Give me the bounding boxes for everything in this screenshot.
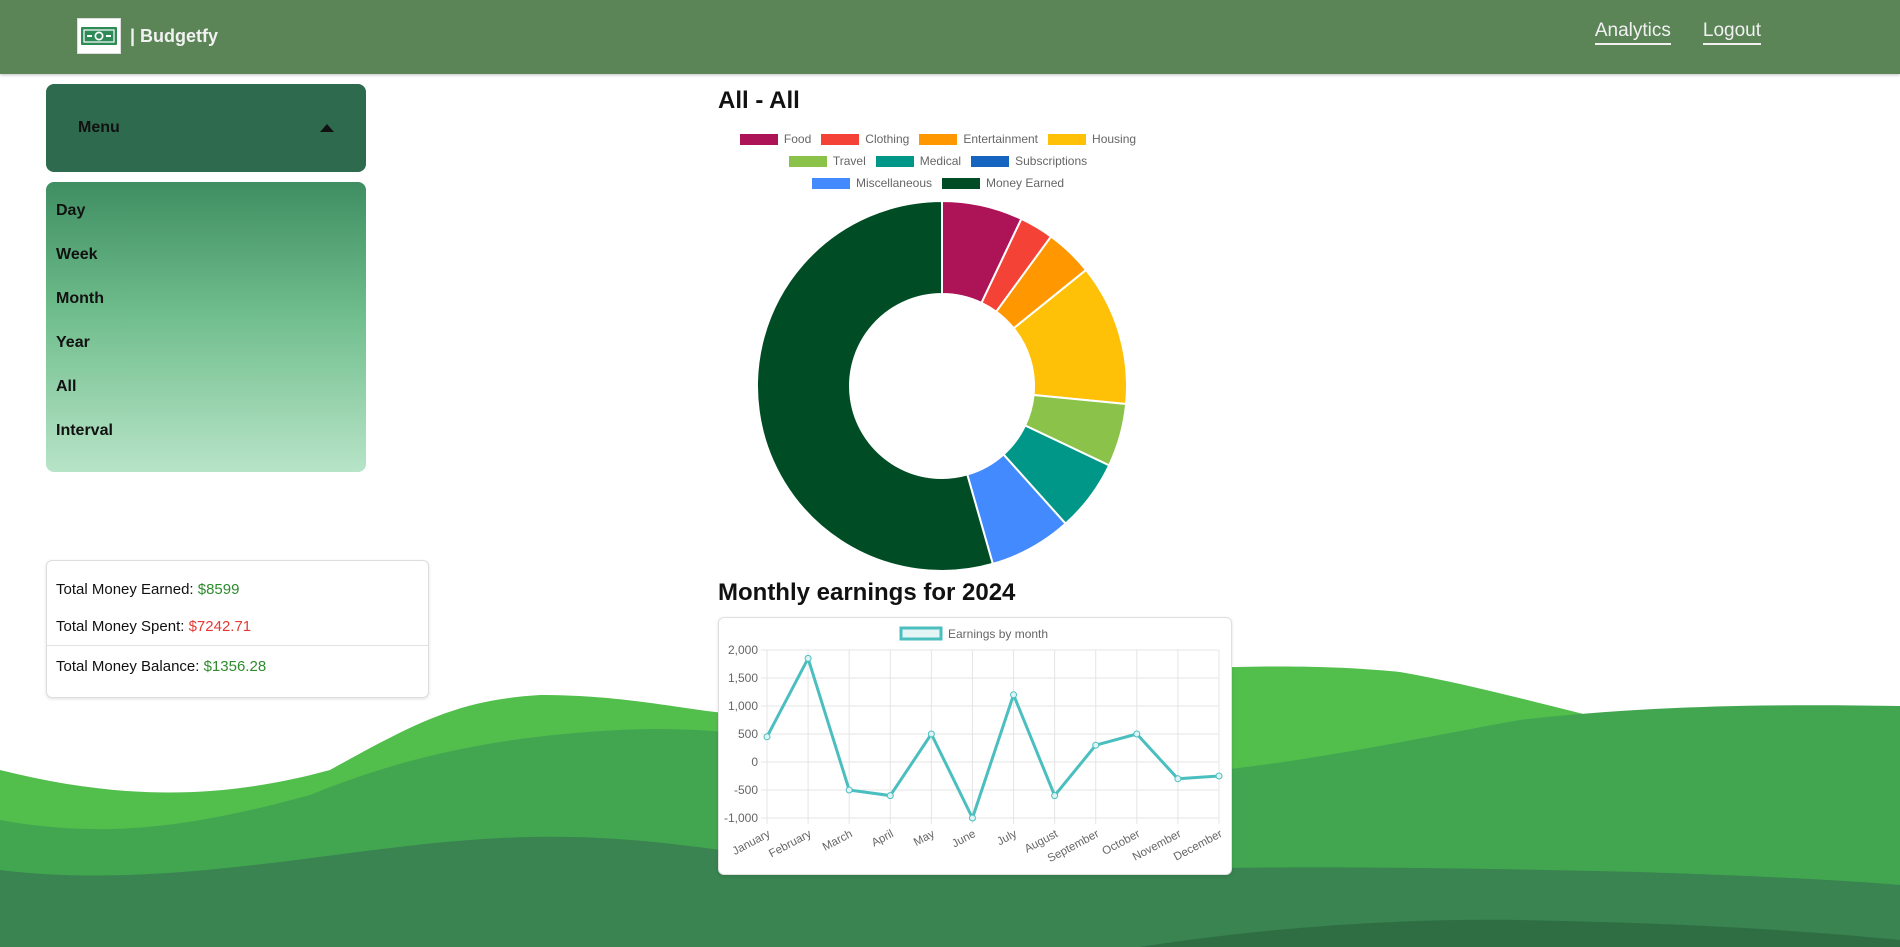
legend-label: Subscriptions: [1015, 154, 1088, 168]
data-point-july[interactable]: [1010, 691, 1018, 699]
data-point-september[interactable]: [1092, 741, 1100, 749]
data-point-march[interactable]: [845, 786, 853, 794]
menu-item-all[interactable]: All: [56, 378, 77, 395]
legend-swatch: [811, 177, 850, 189]
y-tick-label: 500: [738, 727, 758, 741]
legend-swatch: [971, 155, 1010, 167]
line-chart-title: Monthly earnings for 2024: [718, 579, 1016, 606]
total-spent-row: Total Money Spent: $7242.71: [56, 618, 251, 635]
totals-divider: [47, 645, 428, 646]
total-earned-row: Total Money Earned: $8599: [56, 581, 239, 598]
legend-item-housing[interactable]: Housing: [1048, 132, 1136, 146]
legend-item-subscriptions[interactable]: Subscriptions: [971, 154, 1087, 168]
legend-swatch: [942, 177, 980, 189]
menu-item-month[interactable]: Month: [56, 290, 104, 307]
legend-item-clothing[interactable]: Clothing: [821, 132, 909, 146]
x-tick-label-march: March: [821, 828, 855, 854]
legend-item-miscellaneous[interactable]: Miscellaneous: [811, 176, 932, 190]
money-bill-logo-icon: [77, 18, 121, 54]
total-balance-label: Total Money Balance:: [56, 658, 204, 675]
legend-label: Housing: [1092, 132, 1137, 146]
y-tick-label: -500: [734, 783, 758, 797]
x-tick-label-june: June: [950, 828, 978, 850]
x-tick-label-july: July: [995, 828, 1019, 848]
x-tick-label-april: April: [870, 828, 896, 849]
data-point-february[interactable]: [804, 654, 812, 662]
menu-title: Menu: [78, 119, 120, 136]
line-chart-card: Earnings by month 2,000 1,500 1,000 500 0 -500…: [718, 617, 1232, 875]
data-point-august[interactable]: [1051, 792, 1059, 800]
legend-swatch: [739, 133, 778, 145]
menu-item-day[interactable]: Day: [56, 202, 86, 219]
y-tick-label: 1,000: [728, 699, 758, 713]
legend-label: Medical: [919, 154, 962, 168]
legend-swatch: [821, 133, 860, 145]
y-tick-label: 0: [751, 755, 758, 769]
menu-toggle-button[interactable]: Menu: [46, 84, 366, 172]
caret-up-icon: [320, 124, 334, 132]
legend-row: Travel Medical Subscriptions: [718, 154, 1158, 168]
legend-label: Entertainment: [963, 132, 1039, 146]
legend-swatch: [899, 626, 943, 641]
total-earned-value: $8599: [197, 581, 240, 598]
line-chart: Earnings by month 2,000 1,500 1,000 500 0 -500…: [724, 626, 1225, 865]
data-point-june[interactable]: [968, 814, 976, 822]
logout-link[interactable]: Logout: [1702, 20, 1761, 45]
legend-label: Money Earned: [986, 176, 1065, 190]
total-spent-label: Total Money Spent:: [56, 618, 189, 635]
legend-item-medical[interactable]: Medical: [875, 154, 962, 168]
donut-svg: [756, 199, 1128, 572]
menu-item-interval[interactable]: Interval: [56, 422, 113, 439]
x-tick-label-may: May: [912, 828, 937, 849]
total-spent-value: $7242.71: [188, 618, 252, 635]
menu-items: Day Week Month Year All Interval: [46, 182, 366, 472]
donut-chart-title: All - All: [718, 87, 800, 114]
donut-chart: Food Clothing Entertainment Housing Travel Me…: [718, 128, 1158, 578]
data-point-october[interactable]: [1133, 730, 1141, 738]
data-point-november[interactable]: [1174, 775, 1182, 783]
menu-item-year[interactable]: Year: [56, 334, 90, 351]
total-balance-value: $1356.28: [203, 658, 267, 675]
y-tick-label: -1,000: [724, 811, 758, 825]
y-tick-label: 1,500: [728, 671, 758, 685]
line-legend[interactable]: Earnings by month: [899, 626, 1048, 641]
brand-name: | Budgetfy: [130, 25, 219, 46]
legend-swatch: [788, 155, 827, 167]
legend-item-food[interactable]: Food: [739, 132, 812, 146]
data-point-january[interactable]: [763, 733, 771, 741]
legend-label: Clothing: [865, 132, 910, 146]
analytics-link[interactable]: Analytics: [1594, 20, 1671, 45]
legend-item-entertainment[interactable]: Entertainment: [919, 132, 1038, 146]
legend-swatch: [1048, 133, 1087, 145]
data-point-may[interactable]: [927, 730, 935, 738]
legend-row: Food Clothing Entertainment Housing: [718, 132, 1158, 146]
x-tick-label-january: January: [731, 828, 773, 858]
brand[interactable]: | Budgetfy: [77, 18, 218, 54]
legend-item-money-earned[interactable]: Money Earned: [942, 176, 1064, 190]
legend-row: Miscellaneous Money Earned: [718, 176, 1158, 190]
y-tick-label: 2,000: [728, 643, 758, 657]
data-point-april[interactable]: [886, 792, 894, 800]
donut-slice-money-earned[interactable]: [756, 199, 995, 572]
nav-links: Analytics Logout: [1594, 20, 1761, 45]
x-tick-label-february: February: [767, 828, 813, 860]
legend-item-travel[interactable]: Travel: [788, 154, 866, 168]
legend-label: Miscellaneous: [855, 176, 932, 190]
total-earned-label: Total Money Earned:: [56, 581, 198, 598]
legend-label: Travel: [832, 154, 866, 168]
menu-item-week[interactable]: Week: [56, 246, 98, 263]
earnings-line: [765, 656, 1220, 820]
data-point-december[interactable]: [1215, 772, 1223, 780]
legend-label: Earnings by month: [948, 627, 1048, 641]
legend-swatch: [875, 155, 914, 167]
legend-swatch: [919, 133, 958, 145]
legend-label: Food: [783, 132, 812, 146]
total-balance-row: Total Money Balance: $1356.28: [56, 658, 266, 675]
totals-card: Total Money Earned: $8599 Total Money Sp…: [46, 560, 429, 698]
top-navbar: | Budgetfy Analytics Logout: [0, 0, 1900, 74]
